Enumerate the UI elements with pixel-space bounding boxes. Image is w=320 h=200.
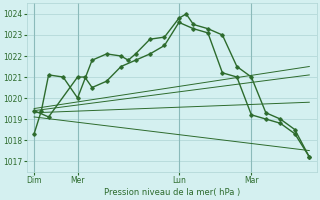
X-axis label: Pression niveau de la mer( hPa ): Pression niveau de la mer( hPa ) <box>104 188 240 197</box>
